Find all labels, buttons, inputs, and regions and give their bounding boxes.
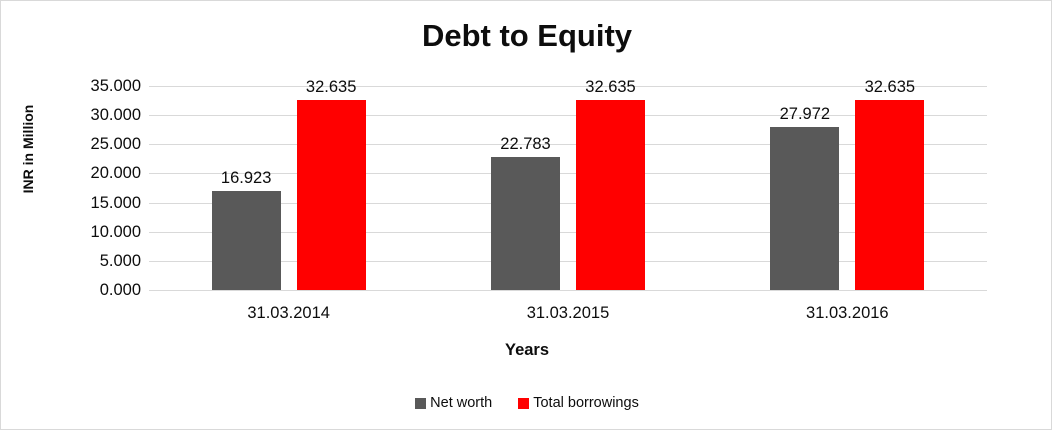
gridline [149,260,987,262]
legend-swatch-icon [518,397,530,409]
bar-value-label: 32.635 [305,77,357,96]
bar-value-label: 32.635 [585,77,636,96]
y-axis-tick-label: 10.000 [90,222,141,241]
bar-net-worth-31.03.2016[interactable] [770,126,840,290]
y-axis-tick-label: 15.000 [90,193,141,212]
legend-item-net-worth[interactable]: Net worth [415,395,492,411]
bar-value-label: 22.783 [500,135,551,154]
y-axis-tick-labels: 35.000 30.000 25.000 20.000 15.000 10.000 5.00… [56,78,141,298]
gridline [149,115,987,117]
y-axis-tick-label: 25.000 [90,135,141,154]
legend-label: Net worth [430,395,493,411]
gridline [149,173,987,175]
plot-area: 16.923 32.635 22.783 32.635 27.972 32.635 [149,79,987,291]
bar-value-label: 16.923 [220,169,272,188]
x-axis-title: Years [504,341,550,359]
legend-item-total-borrowings[interactable]: Total borrowings [518,395,639,411]
gridline [149,86,987,87]
gridline [149,144,987,146]
gridline [149,231,987,233]
bar-total-borrowings-31.03.2014[interactable] [296,99,366,290]
chart-title: Debt to Equity [421,18,633,53]
bar-value-label: 27.972 [779,104,831,123]
bar-net-worth-31.03.2015[interactable] [491,157,560,290]
bar-total-borrowings-31.03.2015[interactable] [576,99,645,290]
x-axis-tick-label: 31.03.2015 [526,304,610,322]
bar-net-worth-31.03.2014[interactable] [211,191,281,290]
x-axis-line [149,290,987,291]
y-axis-tick-label: 20.000 [90,164,141,183]
x-axis-tick-label: 31.03.2016 [806,304,889,322]
bar-total-borrowings-31.03.2016[interactable] [855,99,925,290]
y-axis-title: INR in Million [20,104,36,194]
y-axis-tick-label: 5.000 [99,251,141,270]
legend-swatch-icon [415,397,427,409]
gridline [149,202,987,204]
y-axis-tick-label: 30.000 [90,105,141,124]
y-axis-tick-label: 35.000 [90,76,141,95]
legend-label: Total borrowings [533,395,639,411]
bar-value-label: 32.635 [864,77,916,96]
x-axis-tick-label: 31.03.2014 [247,304,330,322]
chart-legend: Net worth Total borrowings [1,395,1053,411]
y-axis-tick-label: 0.000 [99,280,141,299]
